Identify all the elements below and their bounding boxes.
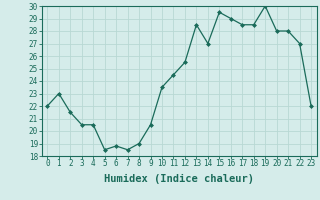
X-axis label: Humidex (Indice chaleur): Humidex (Indice chaleur)	[104, 174, 254, 184]
